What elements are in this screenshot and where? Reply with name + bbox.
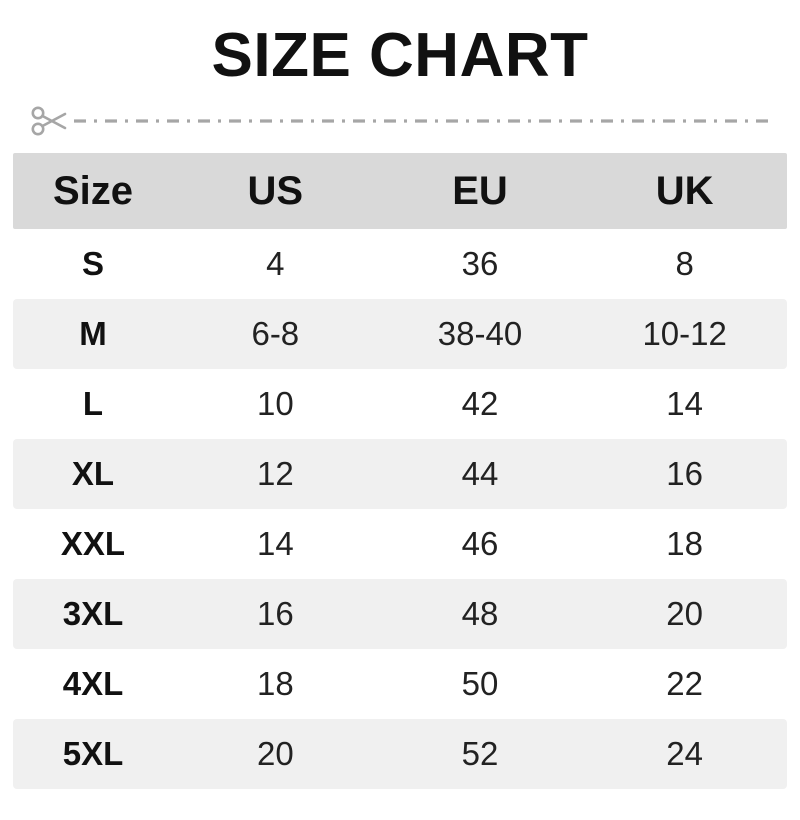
cell-us: 16 [256,595,294,632]
cell-eu: 46 [461,525,499,562]
cell-us: 20 [256,735,294,772]
header-size: Size [52,168,134,213]
size-chart-page: SIZE CHART Size US EU UK S 4 36 8 M 6-8 38-40 1… [0,20,800,820]
cell-us: 12 [256,455,294,492]
cell-size: XXL [60,525,126,562]
cell-size: L [82,385,104,422]
table-row-m: M 6-8 38-40 10-12 [13,299,787,369]
table-row-4xl: 4XL 18 50 22 [13,649,787,719]
cell-eu: 42 [461,385,499,422]
cut-line [30,102,772,140]
table-row-xxl: XXL 14 46 18 [13,509,787,579]
cell-size: 3XL [62,595,124,632]
table-body: S 4 36 8 M 6-8 38-40 10-12 L 10 42 14 XL 12 44 16 XXL 14 4… [13,229,787,789]
cell-uk: 14 [666,385,704,422]
cell-size: 4XL [62,665,124,702]
size-table: Size US EU UK S 4 36 8 M 6-8 38-40 10-12 L 10 42 14… [13,153,787,789]
table-row-s: S 4 36 8 [13,229,787,299]
cell-eu: 44 [461,455,499,492]
cell-us: 10 [256,385,294,422]
scissors-icon [31,106,67,136]
header-us: US [247,168,304,213]
cell-size: M [79,315,107,352]
cell-uk: 18 [666,525,704,562]
dashed-cut-line [74,119,772,123]
cell-uk: 16 [666,455,704,492]
cell-uk: 22 [666,665,704,702]
cell-us: 4 [266,245,285,282]
cell-eu: 36 [461,245,499,282]
cell-uk: 20 [666,595,704,632]
cell-uk: 24 [666,735,704,772]
table-row-xl: XL 12 44 16 [13,439,787,509]
table-header-row: Size US EU UK [13,153,787,229]
cell-size: S [81,245,104,282]
cell-eu: 50 [461,665,499,702]
header-eu: EU [452,168,508,213]
cell-size: XL [71,455,115,492]
cell-us: 18 [256,665,294,702]
cell-eu: 52 [461,735,499,772]
cell-uk: 8 [675,245,694,282]
table-row-5xl: 5XL 20 52 24 [13,719,787,789]
table-row-3xl: 3XL 16 48 20 [13,579,787,649]
cell-eu: 48 [461,595,499,632]
cell-us: 14 [256,525,294,562]
cell-size: 5XL [62,735,124,772]
cell-eu: 38-40 [437,315,523,352]
cell-uk: 10-12 [642,315,727,352]
page-title: SIZE CHART [211,21,589,90]
cell-us: 6-8 [251,315,300,352]
header-uk: UK [655,168,714,213]
table-row-l: L 10 42 14 [13,369,787,439]
